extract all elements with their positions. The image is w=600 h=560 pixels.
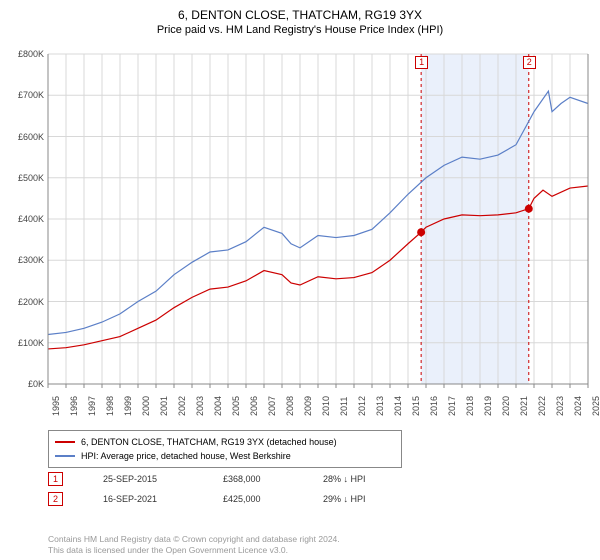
x-tick-label: 2020 — [501, 396, 511, 416]
y-tick-label: £600K — [4, 132, 44, 142]
x-tick-label: 1995 — [51, 396, 61, 416]
x-tick-label: 2017 — [447, 396, 457, 416]
legend-swatch — [55, 455, 75, 457]
x-tick-label: 1996 — [69, 396, 79, 416]
x-tick-label: 2001 — [159, 396, 169, 416]
y-tick-label: £0K — [4, 379, 44, 389]
legend: 6, DENTON CLOSE, THATCHAM, RG19 3YX (det… — [48, 430, 402, 468]
x-tick-label: 2003 — [195, 396, 205, 416]
legend-swatch — [55, 441, 75, 443]
x-tick-label: 2019 — [483, 396, 493, 416]
x-tick-label: 2023 — [555, 396, 565, 416]
y-tick-label: £800K — [4, 49, 44, 59]
sale-price: £368,000 — [223, 474, 283, 484]
x-tick-label: 2011 — [339, 397, 349, 416]
sale-date: 16-SEP-2021 — [103, 494, 183, 504]
page-subtitle: Price paid vs. HM Land Registry's House … — [0, 22, 600, 36]
legend-label: 6, DENTON CLOSE, THATCHAM, RG19 3YX (det… — [81, 435, 337, 449]
sale-date: 25-SEP-2015 — [103, 474, 183, 484]
legend-item: HPI: Average price, detached house, West… — [55, 449, 395, 463]
sale-row: 1 25-SEP-2015 £368,000 28% ↓ HPI — [48, 472, 403, 486]
sale-marker: 2 — [48, 492, 63, 506]
x-tick-label: 2000 — [141, 396, 151, 416]
price-chart — [48, 54, 588, 384]
x-tick-label: 2014 — [393, 396, 403, 416]
x-tick-label: 2008 — [285, 396, 295, 416]
legend-label: HPI: Average price, detached house, West… — [81, 449, 291, 463]
x-tick-label: 2024 — [573, 396, 583, 416]
x-tick-label: 2007 — [267, 396, 277, 416]
x-tick-label: 1997 — [87, 396, 97, 416]
chart-marker-badge: 2 — [523, 56, 536, 69]
x-tick-label: 2005 — [231, 396, 241, 416]
x-tick-label: 2013 — [375, 396, 385, 416]
y-tick-label: £100K — [4, 338, 44, 348]
x-tick-label: 2018 — [465, 396, 475, 416]
page-title: 6, DENTON CLOSE, THATCHAM, RG19 3YX — [0, 0, 600, 22]
y-tick-label: £300K — [4, 255, 44, 265]
chart-marker-badge: 1 — [415, 56, 428, 69]
legend-item: 6, DENTON CLOSE, THATCHAM, RG19 3YX (det… — [55, 435, 395, 449]
x-tick-label: 2022 — [537, 396, 547, 416]
x-tick-label: 2002 — [177, 396, 187, 416]
x-axis-labels: 1995 1996 1997 1998 1999 2000 2001 2002 2003 2004… — [48, 386, 588, 426]
x-tick-label: 2004 — [213, 396, 223, 416]
sale-row: 2 16-SEP-2021 £425,000 29% ↓ HPI — [48, 492, 403, 506]
x-tick-label: 2015 — [411, 396, 421, 416]
y-tick-label: £400K — [4, 214, 44, 224]
y-tick-label: £700K — [4, 90, 44, 100]
sale-delta: 28% ↓ HPI — [323, 474, 403, 484]
footer-license: Contains HM Land Registry data © Crown c… — [48, 534, 340, 556]
x-tick-label: 1999 — [123, 396, 133, 416]
footer-line2: This data is licensed under the Open Gov… — [48, 545, 340, 556]
x-tick-label: 2012 — [357, 396, 367, 416]
x-tick-label: 2010 — [321, 396, 331, 416]
y-tick-label: £500K — [4, 173, 44, 183]
footer-line1: Contains HM Land Registry data © Crown c… — [48, 534, 340, 545]
x-tick-label: 2006 — [249, 396, 259, 416]
x-tick-label: 2009 — [303, 396, 313, 416]
x-tick-label: 2025 — [591, 396, 600, 416]
x-tick-label: 1998 — [105, 396, 115, 416]
sale-delta: 29% ↓ HPI — [323, 494, 403, 504]
sale-marker: 1 — [48, 472, 63, 486]
sales-table: 1 25-SEP-2015 £368,000 28% ↓ HPI 2 16-SEP-202… — [48, 472, 403, 512]
x-tick-label: 2016 — [429, 396, 439, 416]
sale-price: £425,000 — [223, 494, 283, 504]
y-tick-label: £200K — [4, 297, 44, 307]
x-tick-label: 2021 — [519, 396, 529, 416]
